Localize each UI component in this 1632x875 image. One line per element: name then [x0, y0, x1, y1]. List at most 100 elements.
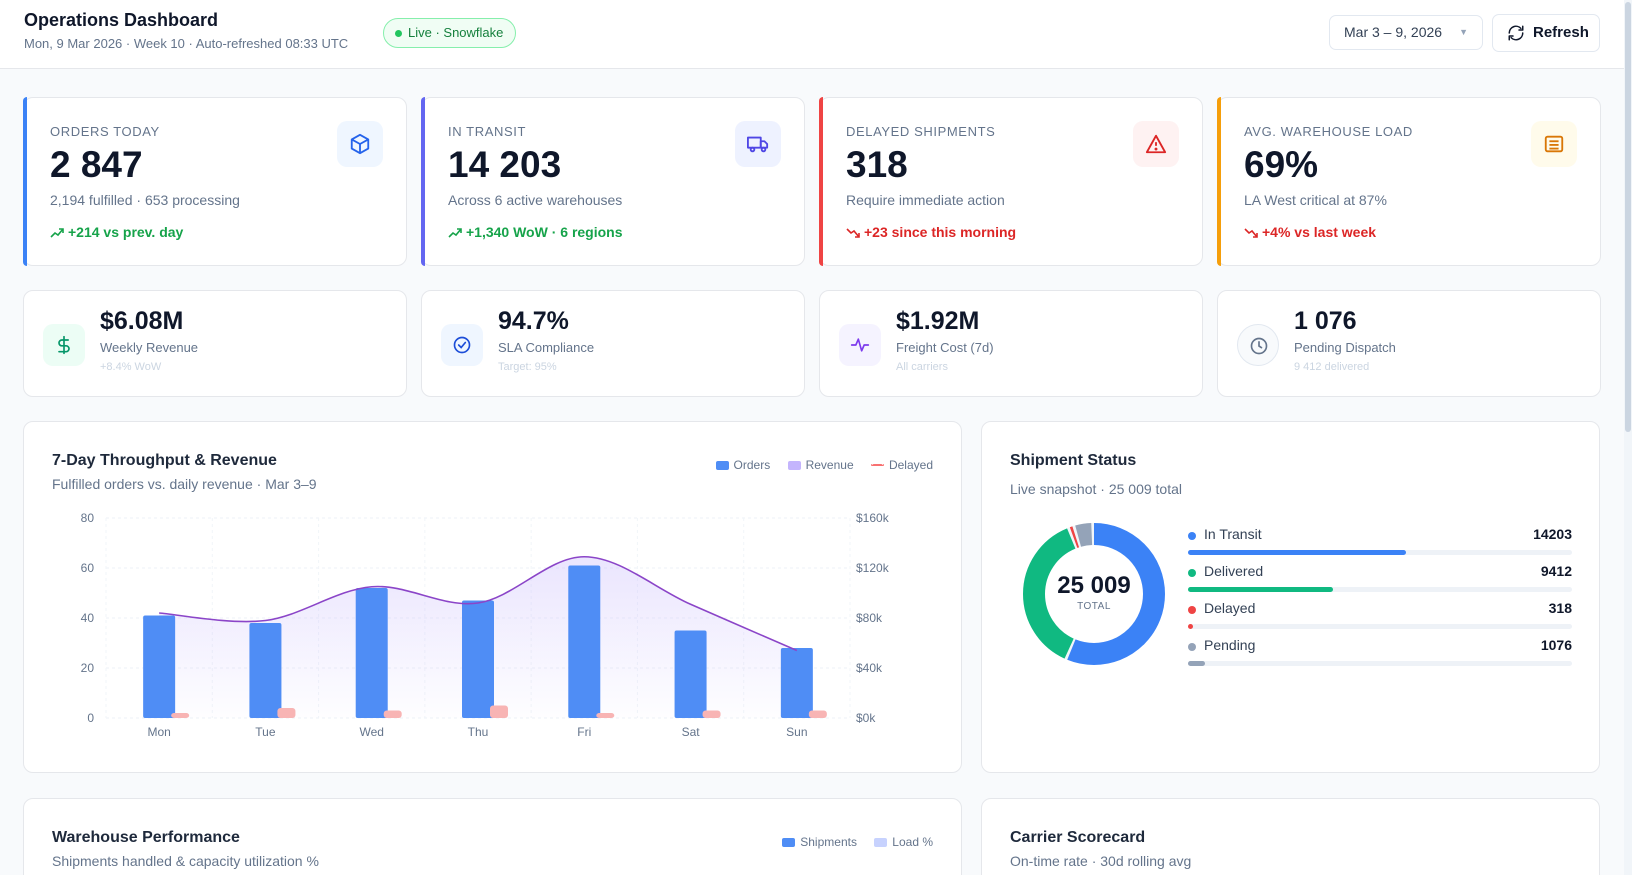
status-name: Pending	[1204, 637, 1256, 653]
legend-delayed: Delayed	[870, 458, 933, 472]
warehouse-performance-card: Warehouse Performance Shipments handled …	[23, 798, 962, 875]
mini-label: Freight Cost (7d)	[896, 340, 994, 355]
delayed-bar	[702, 710, 721, 718]
page-title: Operations Dashboard	[24, 10, 219, 30]
mini-label: SLA Compliance	[498, 340, 595, 355]
orders-bar	[462, 600, 494, 718]
package-icon	[337, 121, 383, 167]
throughput-chart-card: 7-Day Throughput & Revenue Fulfilled ord…	[23, 421, 962, 773]
shipment-status-card: Shipment Status Live snapshot · 25 009 t…	[981, 421, 1600, 773]
kpi-card-delayed: DELAYED SHIPMENTS 318 Require immediate …	[819, 97, 1203, 266]
donut-total: 25 009	[1057, 572, 1131, 599]
mini-subtext: Target: 95%	[498, 361, 557, 373]
mini-subtext: 9 412 delivered	[1294, 361, 1370, 373]
status-name: Delivered	[1204, 563, 1264, 579]
mini-label: Pending Dispatch	[1294, 340, 1396, 355]
status-bar	[1188, 624, 1193, 629]
mini-value: 1 076	[1294, 307, 1357, 335]
kpi-delta: +23 since this morning	[846, 224, 1016, 240]
y-left-tick: 80	[81, 511, 95, 525]
live-status-badge: Live · Snowflake	[383, 18, 517, 48]
legend-revenue: Revenue	[787, 458, 854, 472]
shipment-status-title: Shipment Status	[1010, 452, 1137, 469]
y-right-tick: $40k	[856, 661, 883, 675]
delayed-bar	[490, 705, 508, 718]
live-badge-label: Live · Snowflake	[408, 25, 504, 40]
carrier-title: Carrier Scorecard	[1010, 829, 1146, 846]
x-tick-label: Sat	[682, 725, 701, 739]
legend-load: Load %	[874, 835, 933, 849]
page-subtitle: Mon, 9 Mar 2026 · Week 10 · Auto-refresh…	[24, 36, 349, 51]
status-dot	[1188, 569, 1196, 577]
trend-down-icon	[846, 228, 860, 238]
kpi-subtext: 2,194 fulfilled · 653 processing	[50, 192, 240, 208]
y-right-tick: $0k	[856, 711, 876, 725]
y-right-tick: $160k	[856, 511, 890, 525]
status-value: 9412	[1540, 563, 1572, 579]
refresh-button[interactable]: Refresh	[1492, 14, 1600, 52]
kpi-label: IN TRANSIT	[448, 124, 526, 139]
warehouse-subtitle: Shipments handled & capacity utilization…	[52, 853, 319, 869]
mini-value: $6.08M	[100, 307, 184, 335]
status-dot	[1188, 532, 1196, 540]
kpi-subtext: LA West critical at 87%	[1244, 192, 1387, 208]
status-bar	[1188, 661, 1205, 666]
trend-up-icon	[448, 228, 462, 238]
warehouse-legend: Shipments Load %	[768, 835, 933, 849]
kpi-subtext: Across 6 active warehouses	[448, 192, 623, 208]
legend-shipments: Shipments	[782, 835, 857, 849]
scrollbar-thumb[interactable]	[1625, 2, 1631, 432]
kpi-card-orders-today: ORDERS TODAY 2 847 2,194 fulfilled · 653…	[23, 97, 407, 266]
mini-value: $1.92M	[896, 307, 980, 335]
kpi-label: DELAYED SHIPMENTS	[846, 124, 996, 139]
mini-card-sla: 94.7% SLA Compliance Target: 95%	[421, 290, 805, 397]
clock-icon	[1237, 324, 1279, 366]
status-dot	[1188, 643, 1196, 651]
kpi-value: 69%	[1244, 144, 1319, 185]
check-circle-icon	[441, 324, 483, 366]
status-name: Delayed	[1204, 600, 1256, 616]
donut-slice	[1023, 523, 1165, 665]
status-value: 1076	[1540, 637, 1572, 653]
x-tick-label: Tue	[255, 725, 276, 739]
kpi-value: 2 847	[50, 144, 143, 185]
x-tick-label: Wed	[359, 725, 383, 739]
x-tick-label: Sun	[786, 725, 807, 739]
kpi-value: 318	[846, 144, 908, 185]
delayed-bar	[277, 708, 296, 718]
status-bar	[1188, 550, 1407, 555]
throughput-subtitle: Fulfilled orders vs. daily revenue · Mar…	[52, 476, 317, 492]
throughput-legend: Orders Revenue Delayed	[702, 458, 933, 472]
kpi-label: AVG. WAREHOUSE LOAD	[1244, 124, 1413, 139]
y-right-tick: $120k	[856, 561, 890, 575]
chevron-down-icon: ▼	[1459, 27, 1468, 37]
date-range-value: Mar 3 – 9, 2026	[1344, 24, 1443, 40]
orders-bar	[674, 630, 707, 718]
truck-icon	[735, 121, 781, 167]
scrollbar[interactable]	[1624, 0, 1632, 875]
y-left-tick: 40	[81, 611, 95, 625]
refresh-icon	[1508, 25, 1524, 41]
orders-bar	[568, 565, 601, 718]
y-left-tick: 60	[81, 561, 95, 575]
kpi-subtext: Require immediate action	[846, 192, 1005, 208]
mini-value: 94.7%	[498, 307, 569, 335]
status-name: In Transit	[1204, 526, 1262, 542]
trend-down-icon	[1244, 228, 1258, 238]
throughput-chart: 0 20 40 60 80 $0k $40k $80k $120k $160k Mon Tue Wed T…	[81, 511, 890, 739]
mini-card-pending-dispatch: 1 076 Pending Dispatch 9 412 delivered	[1217, 290, 1601, 397]
trend-up-icon	[50, 228, 64, 238]
y-right-tick: $80k	[856, 611, 883, 625]
x-tick-label: Thu	[468, 725, 489, 739]
kpi-delta: +1,340 WoW · 6 regions	[448, 224, 623, 240]
mini-subtext: +8.4% WoW	[100, 361, 162, 373]
legend-orders: Orders	[715, 458, 770, 472]
refresh-label: Refresh	[1533, 24, 1589, 41]
status-value: 14203	[1533, 526, 1572, 542]
warehouse-title: Warehouse Performance	[52, 829, 240, 846]
date-range-select[interactable]: Mar 3 – 9, 2026 ▼	[1329, 15, 1483, 50]
carrier-scorecard-card: Carrier Scorecard On-time rate · 30d rol…	[981, 798, 1600, 875]
shipment-donut-chart	[1023, 523, 1165, 665]
kpi-card-warehouse-load: AVG. WAREHOUSE LOAD 69% LA West critical…	[1217, 97, 1601, 266]
donut-slice	[1023, 523, 1165, 665]
